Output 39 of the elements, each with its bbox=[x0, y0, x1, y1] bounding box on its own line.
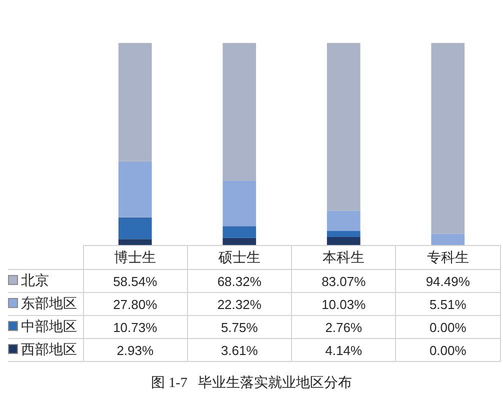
data-label: 5.75% bbox=[187, 316, 292, 338]
bar bbox=[118, 43, 152, 162]
bar bbox=[326, 210, 360, 232]
data-label: 27.80% bbox=[83, 292, 188, 316]
data-label: 0.00% bbox=[396, 338, 500, 362]
x-tick-label: 本科生 bbox=[292, 246, 396, 270]
data-label: 2.76% bbox=[292, 316, 396, 338]
bar bbox=[431, 234, 465, 245]
data-label: 58.54% bbox=[83, 270, 188, 292]
data-label: 0.00% bbox=[396, 316, 500, 338]
legend-label: 北京 bbox=[21, 272, 49, 288]
legend-label: 东部地区 bbox=[21, 295, 77, 311]
data-label: 22.32% bbox=[187, 292, 292, 316]
bar bbox=[431, 43, 465, 234]
bar bbox=[118, 217, 152, 240]
data-label: 10.73% bbox=[83, 316, 188, 338]
data-label: 94.49% bbox=[396, 270, 500, 292]
x-tick-label: 硕士生 bbox=[187, 246, 292, 270]
text: 图 1-7 毕业生落实就业地区分布 bbox=[150, 374, 353, 392]
data-label: 3.61% bbox=[187, 338, 292, 362]
data-label: 10.03% bbox=[292, 292, 396, 316]
data-label: 83.07% bbox=[292, 270, 396, 292]
data-label: 5.51% bbox=[396, 292, 500, 316]
bar bbox=[222, 181, 256, 226]
data-label: 68.32% bbox=[187, 270, 292, 292]
bar bbox=[326, 236, 360, 245]
data-label: 2.93% bbox=[83, 338, 188, 362]
legend-label: 中部地区 bbox=[21, 318, 77, 334]
x-tick-label: 博士生 bbox=[83, 246, 188, 270]
bar bbox=[222, 226, 256, 238]
bar bbox=[118, 161, 152, 218]
bar bbox=[326, 231, 360, 237]
legend-label: 西部地区 bbox=[21, 341, 77, 357]
x-tick-label: 专科生 bbox=[396, 246, 500, 270]
bar bbox=[222, 238, 256, 245]
bar bbox=[222, 43, 256, 182]
bar bbox=[118, 239, 152, 245]
bar bbox=[326, 43, 360, 211]
data-label: 4.14% bbox=[292, 338, 396, 362]
